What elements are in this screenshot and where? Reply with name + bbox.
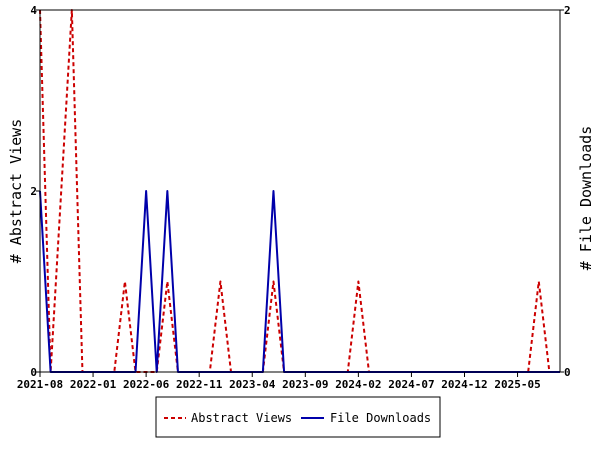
y-axis-left: 0 2 4: [30, 4, 40, 379]
legend-label-file-downloads: File Downloads: [330, 411, 431, 425]
legend-label-abstract-views: Abstract Views: [191, 411, 292, 425]
x-tick-label: 2023-04: [229, 378, 276, 391]
x-tick-label: 2023-09: [282, 378, 328, 391]
legend: Abstract Views File Downloads: [155, 396, 441, 438]
x-tick-label: 2022-11: [176, 378, 223, 391]
y-left-tick-label: 4: [30, 4, 37, 17]
y-axis-right-title: # File Downloads: [577, 126, 595, 271]
x-axis: 2021-08 2022-01 2022-06 2022-11 2023-04 2023-…: [17, 372, 541, 391]
x-tick-label: 2024-12: [441, 378, 487, 391]
x-tick-label: 2025-05: [494, 378, 540, 391]
x-tick-label: 2021-08: [17, 378, 63, 391]
y-right-tick-label: 2: [564, 4, 571, 17]
x-tick-label: 2022-06: [123, 378, 170, 391]
y-axis-left-title: # Abstract Views: [7, 119, 25, 264]
y-right-tick-label: 0: [564, 366, 571, 379]
legend-box: [155, 396, 441, 438]
y-left-tick-label: 0: [30, 366, 37, 379]
y-left-tick-label: 2: [30, 185, 37, 198]
x-tick-label: 2022-01: [70, 378, 117, 391]
x-tick-label: 2024-02: [335, 378, 381, 391]
x-tick-label: 2024-07: [388, 378, 434, 391]
y-axis-right: 02: [560, 4, 571, 379]
